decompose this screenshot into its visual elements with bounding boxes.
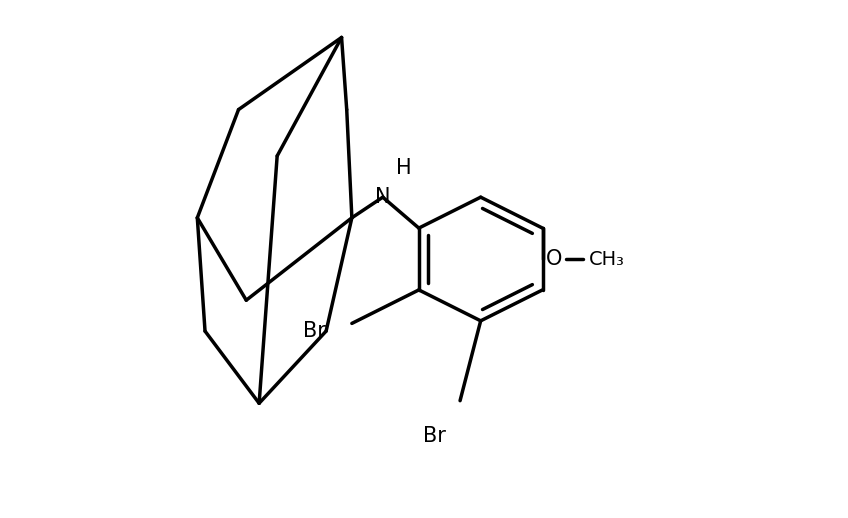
Text: CH₃: CH₃ <box>589 250 625 268</box>
Text: O: O <box>545 249 562 269</box>
Text: Br: Br <box>304 321 326 341</box>
Text: H: H <box>396 157 411 178</box>
Text: N: N <box>375 187 391 207</box>
Text: Br: Br <box>423 426 446 447</box>
